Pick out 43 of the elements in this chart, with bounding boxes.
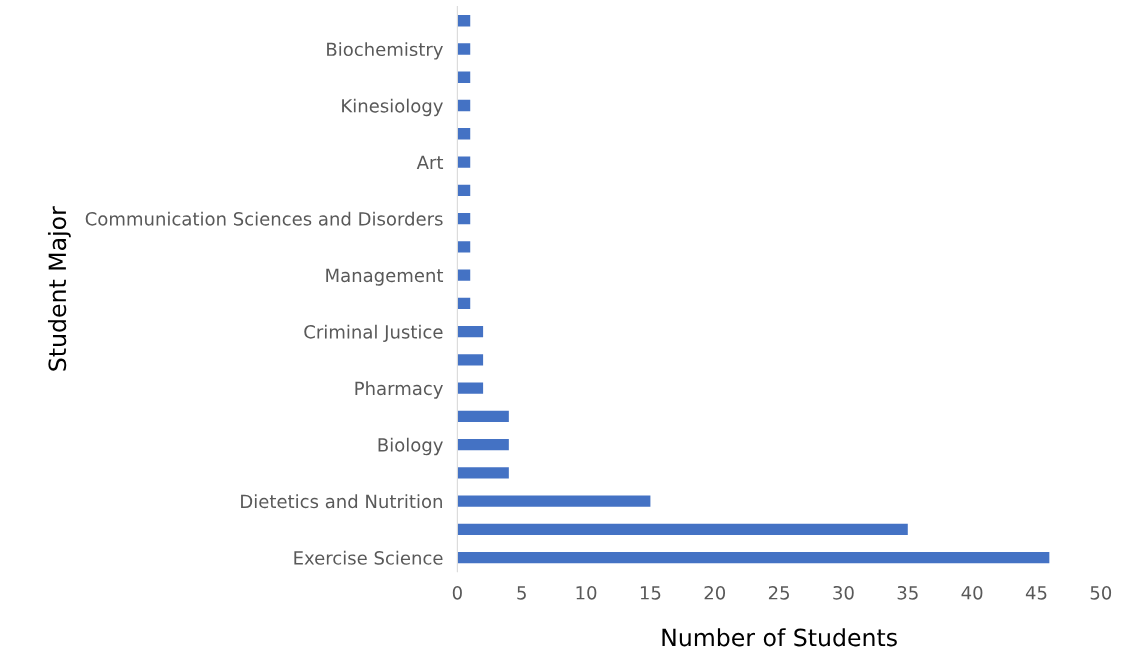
x-tick-label: 0 (452, 585, 462, 600)
bar (457, 297, 471, 309)
y-tick-label: Kinesiology (342, 98, 443, 117)
bar (457, 128, 471, 140)
bar (457, 184, 471, 196)
x-tick-label: 15 (640, 586, 661, 600)
x-tick-label: 25 (768, 585, 790, 600)
bar (457, 410, 509, 422)
x-tick-label: 35 (897, 585, 918, 600)
y-tick-label: Art (416, 155, 444, 169)
bar (457, 382, 484, 394)
x-tick-label: 10 (576, 585, 597, 600)
x-tick-label: 45 (1025, 586, 1047, 600)
bar (457, 438, 509, 451)
bar (457, 325, 484, 338)
y-tick-label: Pharmacy (355, 381, 443, 399)
x-tick-label: 20 (704, 585, 726, 600)
bar (457, 467, 509, 479)
x-tick-label: 40 (961, 585, 983, 600)
y-tick-label: Dietetics and Nutrition (241, 494, 442, 509)
bar (457, 212, 471, 225)
x-tick-label: 5 (517, 586, 526, 600)
bar (457, 551, 1050, 564)
x-tick-label: 50 (1090, 585, 1112, 600)
y-tick-label: Biochemistry (327, 42, 443, 60)
bar (457, 43, 471, 55)
x-tick-label: 30 (833, 585, 854, 600)
y-tick-label: Management (326, 268, 444, 286)
bar (457, 71, 471, 83)
y-tick-label: Criminal Justice (304, 324, 443, 343)
bar (457, 269, 471, 281)
bar (457, 523, 908, 536)
y-axis-title: Student Major (47, 206, 71, 371)
bar (457, 15, 471, 27)
bar (457, 354, 484, 366)
bar (457, 241, 471, 253)
bar (457, 156, 471, 168)
y-tick-label: Biology (378, 437, 443, 456)
y-tick-label: Exercise Science (294, 550, 443, 565)
x-axis-title: Number of Students (662, 628, 897, 647)
bar (457, 99, 471, 112)
bar (457, 495, 651, 507)
y-tick-label: Communication Sciences and Disorders (85, 211, 443, 226)
